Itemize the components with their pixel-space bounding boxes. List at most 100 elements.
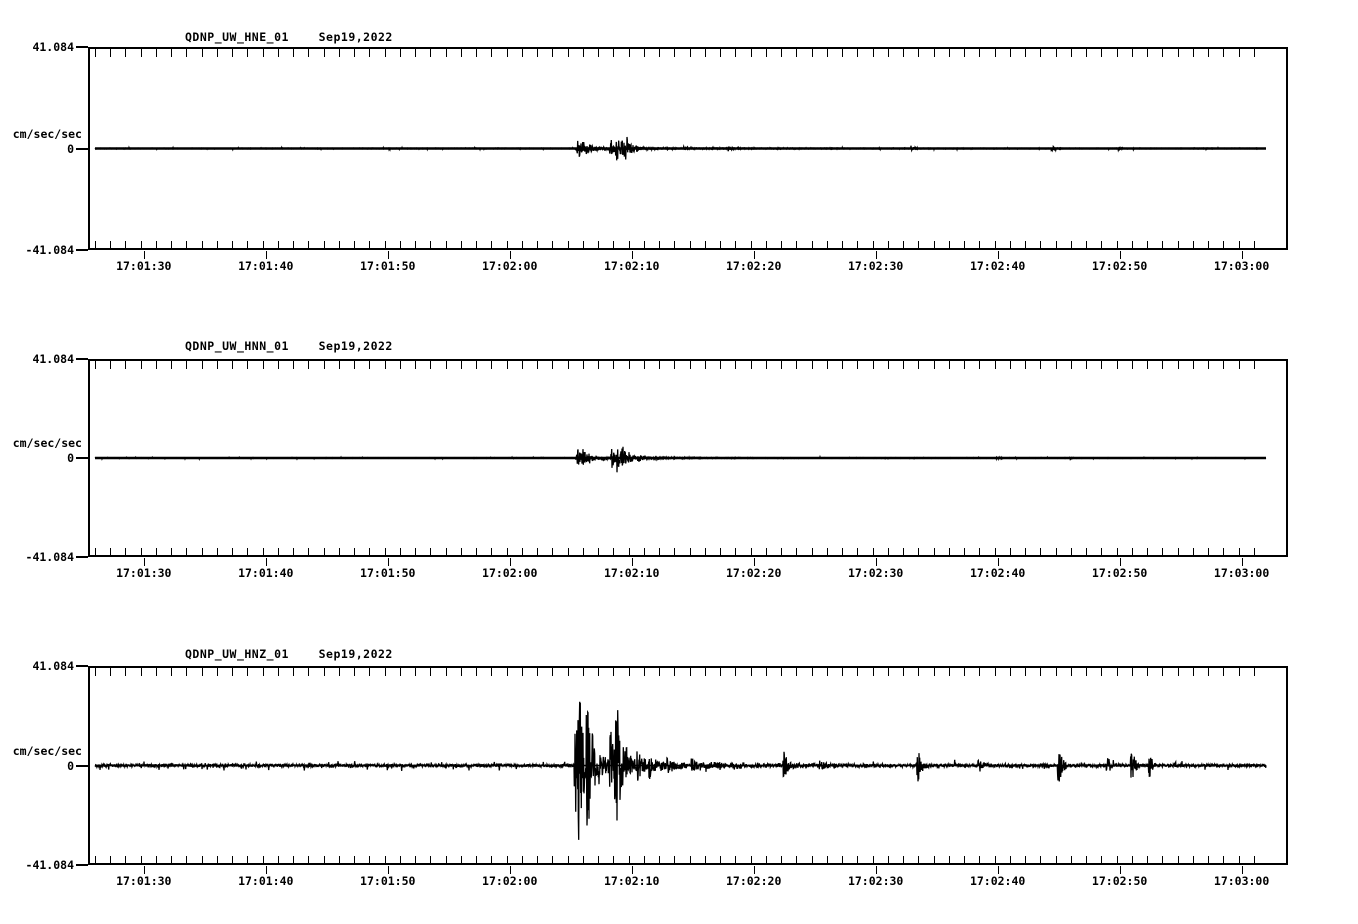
x-tick-top-hnz: [1208, 668, 1209, 676]
x-tick-bottom-hne: [1147, 241, 1148, 249]
x-axis-outer-tick-hnz-5: [754, 866, 755, 874]
x-tick-bottom-hnz: [202, 856, 203, 864]
x-tick-bottom-hnn: [400, 548, 401, 556]
x-tick-bottom-hnz: [110, 856, 111, 864]
x-tick-top-hne: [171, 49, 172, 57]
x-tick-bottom-hnz: [949, 856, 950, 864]
x-tick-top-hne: [202, 49, 203, 57]
x-tick-top-hne: [491, 49, 492, 57]
x-tick-top-hnn: [171, 361, 172, 369]
x-tick-bottom-hnn: [171, 548, 172, 556]
x-tick-top-hne: [1086, 49, 1087, 57]
x-tick-top-hne: [293, 49, 294, 57]
x-tick-bottom-hne: [1025, 241, 1026, 249]
x-tick-bottom-hnn: [1056, 548, 1057, 556]
x-tick-top-hne: [705, 49, 706, 57]
x-tick-top-hne: [263, 49, 264, 57]
x-tick-bottom-hnn: [674, 548, 675, 556]
x-tick-bottom-hne: [400, 241, 401, 249]
x-tick-bottom-hne: [461, 241, 462, 249]
x-tick-top-hne: [1239, 49, 1240, 57]
x-tick-top-hnz: [247, 668, 248, 676]
x-axis-label-hnn-9: 17:03:00: [1213, 566, 1270, 580]
x-tick-bottom-hne: [1010, 241, 1011, 249]
plot-frame-hnn: [88, 359, 1288, 557]
x-tick-bottom-hne: [1239, 241, 1240, 249]
x-tick-bottom-hne: [141, 241, 142, 249]
x-tick-top-hnn: [247, 361, 248, 369]
x-tick-bottom-hnn: [1010, 548, 1011, 556]
x-tick-bottom-hne: [827, 241, 828, 249]
x-tick-bottom-hnz: [827, 856, 828, 864]
x-axis-outer-tick-hnn-4: [632, 558, 633, 566]
x-axis-label-hne-8: 17:02:50: [1091, 259, 1148, 273]
y-tick-hne-0: [76, 46, 88, 48]
x-axis-label-hne-3: 17:02:00: [482, 259, 538, 273]
x-tick-top-hne: [827, 49, 828, 57]
x-tick-bottom-hnz: [141, 856, 142, 864]
x-axis-label-hne-0: 17:01:30: [116, 259, 172, 273]
x-tick-top-hnz: [659, 668, 660, 676]
x-tick-top-hnn: [1025, 361, 1026, 369]
x-tick-bottom-hne: [232, 241, 233, 249]
x-tick-top-hne: [125, 49, 126, 57]
x-tick-bottom-hnn: [827, 548, 828, 556]
x-tick-top-hnz: [324, 668, 325, 676]
x-tick-top-hnn: [812, 361, 813, 369]
x-tick-bottom-hne: [308, 241, 309, 249]
x-axis-outer-tick-hnz-8: [1120, 866, 1121, 874]
x-axis-label-hnz-9: 17:03:00: [1213, 874, 1270, 888]
x-tick-bottom-hne: [1254, 241, 1255, 249]
x-tick-top-hne: [781, 49, 782, 57]
x-tick-bottom-hnn: [1193, 548, 1194, 556]
x-tick-top-hnz: [598, 668, 599, 676]
x-tick-bottom-hnz: [873, 856, 874, 864]
x-tick-top-hnz: [1101, 668, 1102, 676]
x-tick-top-hnz: [949, 668, 950, 676]
x-tick-top-hnn: [964, 361, 965, 369]
x-tick-bottom-hnz: [1147, 856, 1148, 864]
x-axis-outer-tick-hnz-4: [632, 866, 633, 874]
x-tick-bottom-hnn: [278, 548, 279, 556]
x-tick-top-hnn: [903, 361, 904, 369]
x-tick-top-hne: [842, 49, 843, 57]
x-tick-top-hnz: [95, 668, 96, 676]
x-tick-bottom-hne: [1193, 241, 1194, 249]
y-tick-hnz-1: [76, 764, 88, 767]
x-tick-top-hnn: [1010, 361, 1011, 369]
x-tick-top-hnn: [934, 361, 935, 369]
x-axis-outer-tick-hnz-6: [876, 866, 877, 874]
x-tick-bottom-hnn: [1101, 548, 1102, 556]
x-tick-top-hne: [1056, 49, 1057, 57]
x-tick-bottom-hne: [1132, 241, 1133, 249]
x-axis-outer-tick-hnz-2: [388, 866, 389, 874]
x-tick-top-hnz: [1178, 668, 1179, 676]
x-axis-label-hne-9: 17:03:00: [1213, 259, 1270, 273]
x-tick-top-hne: [385, 49, 386, 57]
x-tick-top-hne: [461, 49, 462, 57]
x-tick-bottom-hne: [629, 241, 630, 249]
x-tick-top-hne: [888, 49, 889, 57]
x-tick-top-hnz: [1117, 668, 1118, 676]
x-tick-top-hne: [430, 49, 431, 57]
x-tick-bottom-hne: [873, 241, 874, 249]
x-tick-bottom-hnz: [507, 856, 508, 864]
x-tick-top-hnz: [918, 668, 919, 676]
x-axis-outer-tick-hnn-6: [876, 558, 877, 566]
x-tick-bottom-hnn: [186, 548, 187, 556]
x-tick-bottom-hnz: [1071, 856, 1072, 864]
x-tick-top-hne: [1117, 49, 1118, 57]
x-tick-bottom-hne: [339, 241, 340, 249]
x-tick-top-hne: [934, 49, 935, 57]
x-tick-bottom-hne: [903, 241, 904, 249]
x-tick-bottom-hnn: [613, 548, 614, 556]
x-tick-top-hnz: [202, 668, 203, 676]
x-tick-top-hnn: [415, 361, 416, 369]
y-axis-max-label-hne: 41.084: [32, 40, 74, 54]
x-axis-label-hne-6: 17:02:30: [847, 259, 904, 273]
x-tick-bottom-hne: [674, 241, 675, 249]
x-tick-top-hnn: [263, 361, 264, 369]
x-tick-top-hnn: [552, 361, 553, 369]
x-tick-top-hnz: [1254, 668, 1255, 676]
